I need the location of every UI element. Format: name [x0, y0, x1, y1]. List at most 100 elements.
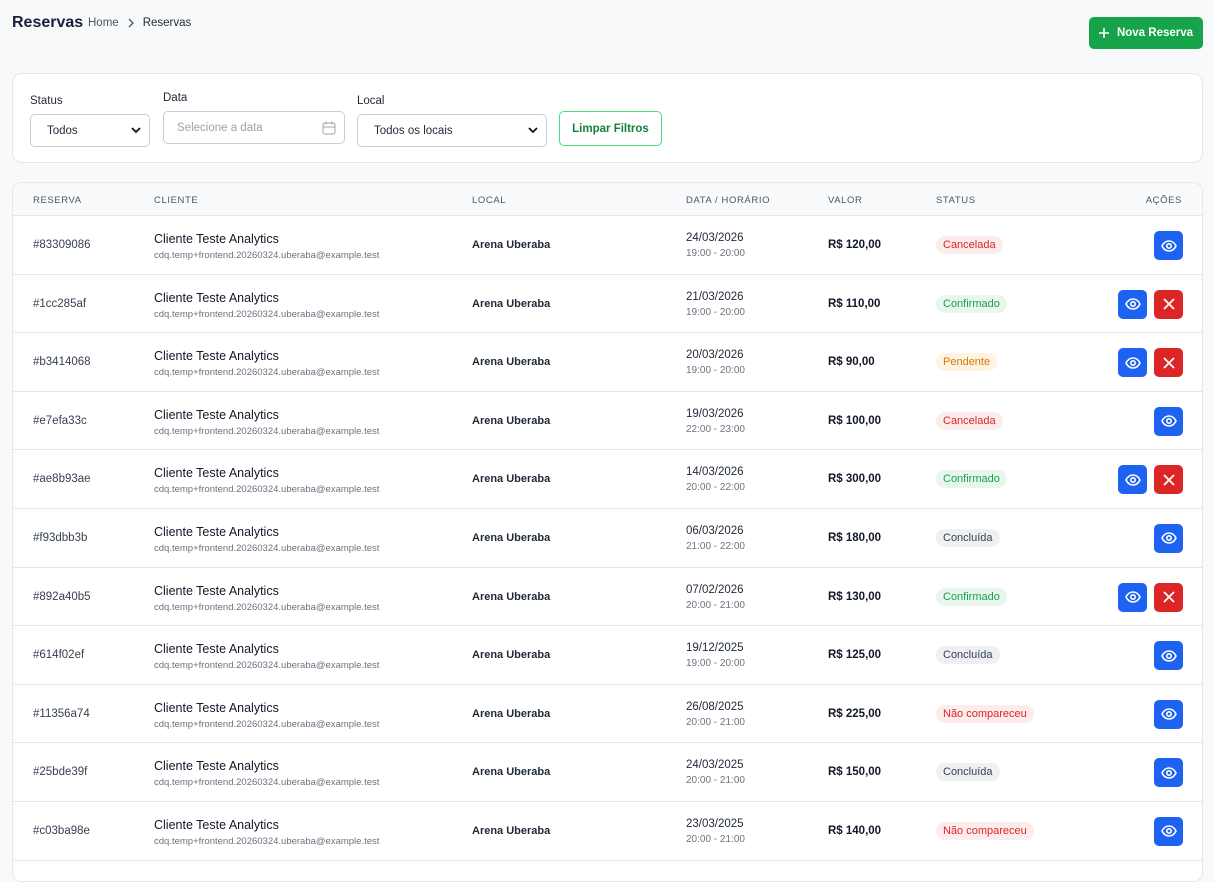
- date: 23/03/2025: [686, 817, 744, 830]
- value: R$ 150,00: [828, 766, 882, 779]
- column-header: RESERVA: [33, 195, 82, 206]
- client-name: Cliente Teste Analytics: [154, 700, 279, 715]
- view-button[interactable]: [1118, 348, 1147, 378]
- client-email: cdq.temp+frontend.20260324.uberaba@examp…: [154, 601, 380, 613]
- clear-filters-button[interactable]: Limpar Filtros: [559, 111, 662, 146]
- client-email: cdq.temp+frontend.20260324.uberaba@examp…: [154, 542, 380, 554]
- eye-icon: [1160, 767, 1177, 779]
- time: 20:00 - 21:00: [686, 775, 745, 787]
- date: 19/12/2025: [686, 642, 744, 655]
- view-button[interactable]: [1154, 231, 1183, 260]
- view-button[interactable]: [1118, 289, 1147, 319]
- time: 19:00 - 20:00: [686, 658, 745, 670]
- view-button[interactable]: [1118, 465, 1147, 495]
- table-row: #83309086 Cliente Teste Analytics cdq.temp…: [13, 216, 1202, 275]
- breadcrumb-current: Reservas: [142, 17, 192, 29]
- reservation-id: #11356a74: [33, 707, 90, 720]
- value: R$ 180,00: [828, 531, 882, 544]
- status-badge: Cancelada: [936, 411, 1003, 430]
- select-value: Todos: [47, 124, 78, 137]
- table-row: #25bde39f Cliente Teste Analytics cdq.temp…: [13, 743, 1202, 802]
- date: 24/03/2026: [686, 232, 744, 244]
- date-input[interactable]: Selecione a data: [163, 111, 345, 144]
- eye-icon: [1124, 356, 1141, 369]
- status-badge: Não compareceu: [936, 821, 1034, 840]
- breadcrumb-link[interactable]: Home: [88, 17, 119, 29]
- column-header: VALOR: [828, 195, 863, 206]
- location: Arena Uberaba: [472, 473, 551, 486]
- date: 07/02/2026: [686, 583, 744, 596]
- client-email: cdq.temp+frontend.20260324.uberaba@examp…: [154, 250, 380, 261]
- value: R$ 140,00: [828, 824, 882, 837]
- location: Arena Uberaba: [472, 649, 551, 662]
- view-button[interactable]: [1154, 641, 1183, 671]
- breadcrumb: Home Reservas: [88, 17, 191, 29]
- status-badge: Pendente: [936, 353, 998, 372]
- date: 06/03/2026: [686, 524, 744, 537]
- location: Arena Uberaba: [472, 590, 551, 603]
- table-row: #1cc285af Cliente Teste Analytics cdq.temp…: [13, 275, 1202, 334]
- x-icon: [1162, 591, 1175, 603]
- view-button[interactable]: [1154, 523, 1183, 553]
- location: Arena Uberaba: [472, 414, 551, 427]
- value: R$ 130,00: [828, 590, 882, 603]
- client-email: cdq.temp+frontend.20260324.uberaba@examp…: [154, 308, 380, 320]
- column-header: STATUS: [936, 195, 976, 206]
- filters-card: Status Todos Data Selecione a data Local…: [12, 73, 1203, 163]
- new-reservation-button[interactable]: Nova Reserva: [1089, 17, 1203, 49]
- reservation-id: #c03ba98e: [33, 824, 90, 837]
- location: Arena Uberaba: [472, 297, 551, 310]
- column-header: CLIENTE: [154, 195, 199, 206]
- status-badge: Confirmado: [936, 587, 1007, 606]
- column-header: LOCAL: [472, 195, 507, 206]
- cancel-button[interactable]: [1154, 289, 1183, 319]
- view-button[interactable]: [1118, 582, 1147, 612]
- status-badge: Concluída: [936, 646, 1000, 665]
- status-select[interactable]: Todos: [30, 114, 150, 147]
- table-header: RESERVA CLIENTE LOCAL DATA / HORÁRIO VALOR ST…: [13, 183, 1202, 216]
- button-label: Nova Reserva: [1116, 27, 1194, 39]
- reservation-id: #614f02ef: [33, 649, 85, 662]
- cancel-button[interactable]: [1154, 465, 1183, 495]
- reservations-table: RESERVA CLIENTE LOCAL DATA / HORÁRIO VALOR ST…: [12, 182, 1203, 882]
- time: 22:00 - 23:00: [686, 423, 745, 435]
- view-button[interactable]: [1154, 758, 1183, 788]
- eye-icon: [1124, 298, 1141, 310]
- reservation-id: #1cc285af: [33, 297, 87, 310]
- client-name: Cliente Teste Analytics: [154, 524, 279, 539]
- select-value: Todos os locais: [374, 124, 453, 137]
- client-name: Cliente Teste Analytics: [154, 349, 279, 364]
- cancel-button[interactable]: [1154, 348, 1183, 378]
- reservation-id: #b3414068: [33, 356, 91, 369]
- calendar-icon: [322, 121, 336, 134]
- value: R$ 120,00: [828, 239, 882, 251]
- client-email: cdq.temp+frontend.20260324.uberaba@examp…: [154, 835, 380, 847]
- client-name: Cliente Teste Analytics: [154, 817, 279, 832]
- eye-icon: [1160, 825, 1177, 838]
- client-name: Cliente Teste Analytics: [154, 642, 279, 657]
- eye-icon: [1160, 649, 1177, 662]
- table-row: #11356a74 Cliente Teste Analytics cdq.temp…: [13, 685, 1202, 744]
- location: Arena Uberaba: [472, 356, 551, 369]
- input-placeholder: Selecione a data: [177, 121, 263, 134]
- value: R$ 225,00: [828, 707, 882, 720]
- table-row: #ae8b93ae Cliente Teste Analytics cdq.temp…: [13, 450, 1202, 509]
- client-name: Cliente Teste Analytics: [154, 407, 279, 422]
- reservation-id: #892a40b5: [33, 590, 91, 603]
- location-select[interactable]: Todos os locais: [357, 114, 547, 147]
- date: 21/03/2026: [686, 290, 744, 303]
- value: R$ 125,00: [828, 649, 882, 662]
- time: 20:00 - 21:00: [686, 716, 745, 728]
- eye-icon: [1160, 532, 1177, 545]
- column-header: DATA / HORÁRIO: [686, 195, 771, 206]
- eye-icon: [1160, 415, 1177, 428]
- location: Arena Uberaba: [472, 239, 551, 251]
- client-email: cdq.temp+frontend.20260324.uberaba@examp…: [154, 718, 380, 730]
- view-button[interactable]: [1154, 699, 1183, 729]
- status-badge: Concluída: [936, 528, 1000, 547]
- view-button[interactable]: [1154, 406, 1183, 436]
- view-button[interactable]: [1154, 816, 1183, 846]
- cancel-button[interactable]: [1154, 582, 1183, 612]
- client-name: Cliente Teste Analytics: [154, 759, 279, 774]
- time: 21:00 - 22:00: [686, 540, 745, 552]
